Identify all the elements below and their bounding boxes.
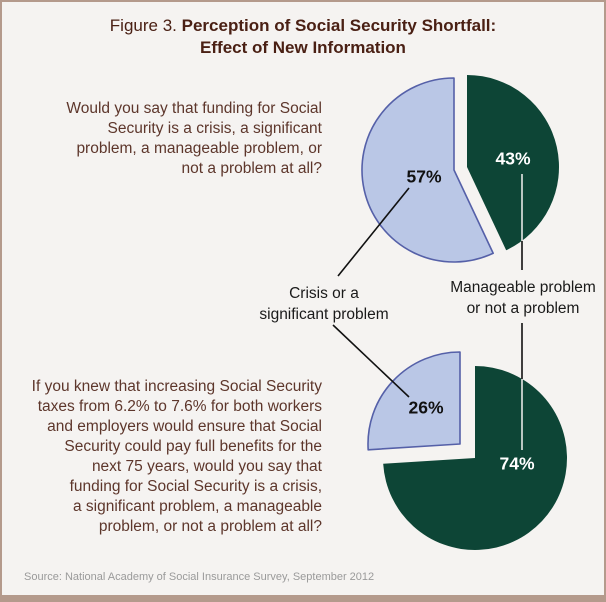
callout-label-manageable: Manageable problem or not a problem [450, 279, 596, 317]
title-line2: Effect of New Information [200, 38, 406, 57]
figure-number-label: Figure 3. [109, 16, 177, 35]
question-text-1: Would you say that funding for Social Se… [66, 100, 322, 177]
percent-label: 74% [499, 454, 534, 474]
percent-label: 43% [495, 149, 530, 169]
callout-label-crisis: Crisis or a significant problem [259, 285, 389, 323]
title-line1: Figure 3. Perception of Social Security … [2, 15, 604, 37]
page-title: Figure 3. Perception of Social Security … [2, 15, 604, 59]
pie-slice-green [383, 366, 567, 550]
percent-label: 57% [406, 167, 441, 187]
pie-chart-bottom: 74% 26% [367, 351, 567, 550]
title-bold-text: Perception of Social Security Shortfall: [181, 16, 497, 35]
percent-label: 26% [408, 398, 443, 418]
question-text-2: If you knew that increasing Social Secur… [31, 378, 322, 535]
pie-slice-green [467, 75, 559, 251]
pie-chart-top: 43% 57% [361, 75, 559, 263]
source-note: Source: National Academy of Social Insur… [24, 571, 375, 583]
